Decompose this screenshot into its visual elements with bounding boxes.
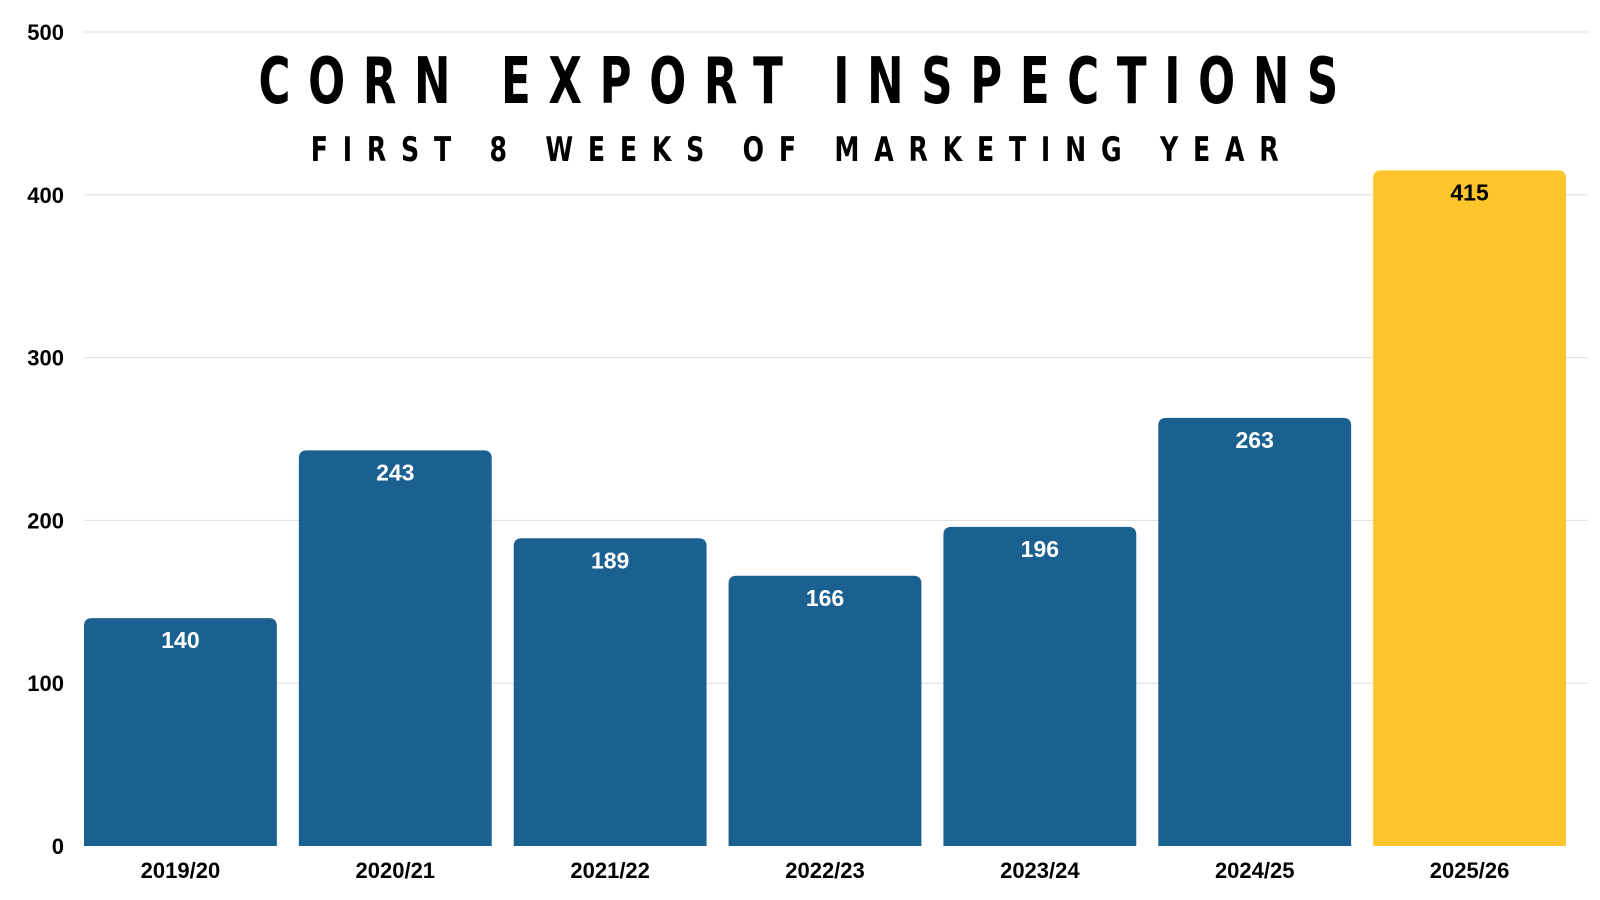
bar-value-label: 196 — [1021, 536, 1059, 562]
bar-value-label: 166 — [806, 585, 844, 611]
bar-2023-24 — [943, 526, 1137, 846]
y-tick-label: 100 — [27, 671, 64, 696]
bar-2021-22 — [513, 538, 707, 846]
chart-title: CORN EXPORT INSPECTIONS — [258, 45, 1356, 119]
bar-value-label: 243 — [376, 459, 414, 485]
y-tick-label: 0 — [52, 834, 64, 859]
bar-value-label: 415 — [1450, 179, 1489, 205]
x-tick-label: 2020/21 — [356, 858, 436, 883]
x-tick-label: 2021/22 — [570, 858, 650, 883]
bar-2025-26 — [1373, 170, 1566, 846]
bar-value-label: 140 — [161, 627, 199, 653]
x-tick-label: 2022/23 — [785, 858, 865, 883]
bar-2020-21 — [298, 450, 492, 846]
y-tick-label: 500 — [27, 20, 64, 45]
x-tick-label: 2025/26 — [1430, 858, 1510, 883]
bar-2019-20 — [84, 618, 277, 846]
x-tick-label: 2019/20 — [141, 858, 221, 883]
x-tick-label: 2023/24 — [1000, 858, 1080, 883]
bar-value-label: 189 — [591, 547, 629, 573]
x-axis-tick-labels: 2019/20 2020/21 2021/22 2022/23 2023/24 2024/… — [141, 858, 1510, 883]
x-tick-label: 2024/25 — [1215, 858, 1295, 883]
bar-value-labels: 140 243 189 166 196 263 415 — [161, 179, 1489, 653]
y-tick-label: 400 — [27, 183, 64, 208]
y-tick-label: 300 — [27, 346, 64, 371]
y-axis-tick-labels: 0 100 200 300 400 500 — [27, 20, 64, 859]
bar-value-label: 263 — [1236, 427, 1274, 453]
chart-subtitle: FIRST 8 WEEKS OF MARKETING YEAR — [310, 130, 1294, 170]
y-tick-label: 200 — [27, 508, 64, 533]
bar-2022-23 — [728, 575, 922, 846]
bars — [84, 170, 1566, 846]
bar-2024-25 — [1158, 417, 1352, 846]
